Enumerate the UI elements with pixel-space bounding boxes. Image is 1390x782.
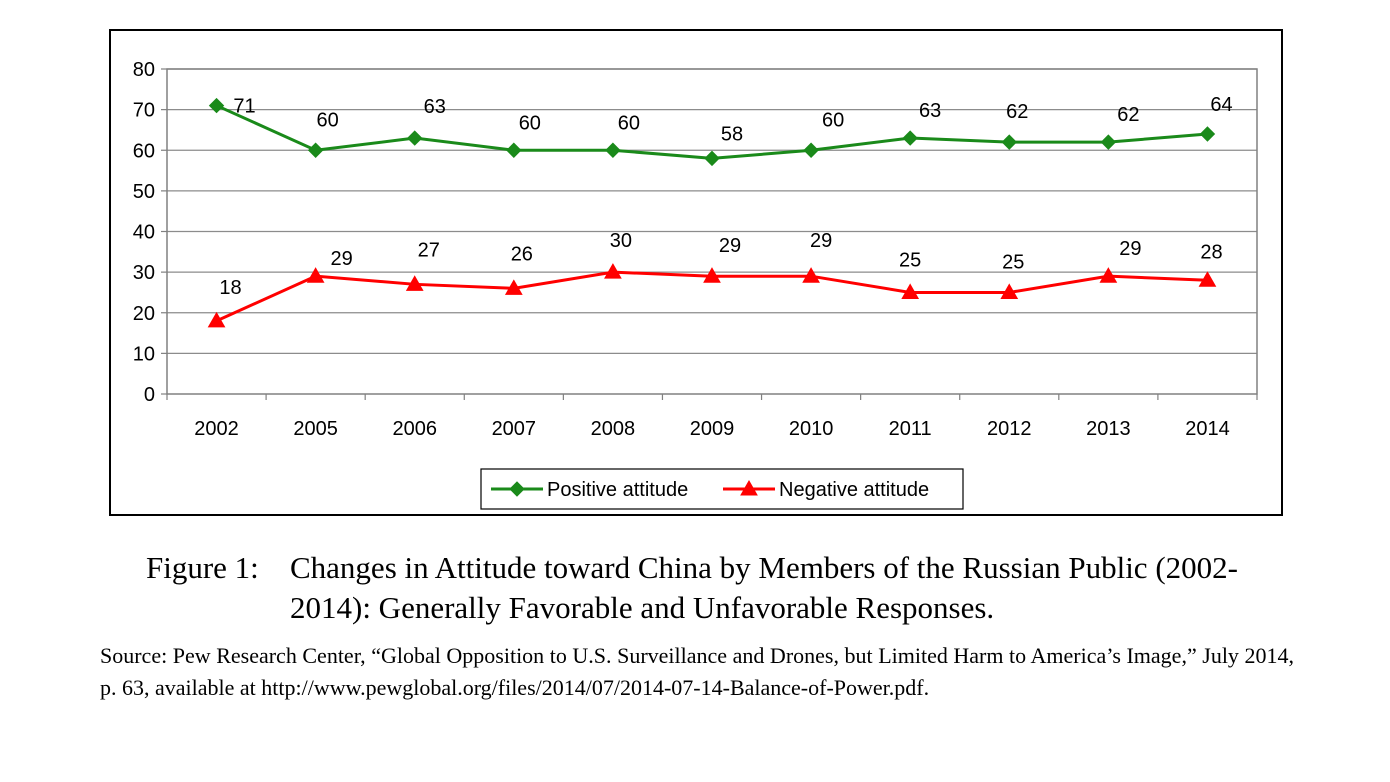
y-tick-label: 60 — [133, 140, 155, 162]
x-tick-label: 2008 — [591, 418, 636, 440]
data-label: 28 — [1200, 241, 1222, 263]
negative-data-point — [405, 275, 424, 291]
positive-data-point — [208, 97, 225, 114]
negative-data-point — [306, 267, 325, 283]
chart-frame: 0 10 20 30 40 50 60 70 80 2002 2005 2006 2007 2008 200… — [109, 29, 1283, 516]
data-label: 29 — [719, 235, 741, 257]
y-tick-label: 0 — [144, 384, 155, 406]
y-tick-label: 10 — [133, 343, 155, 365]
y-tick-label: 80 — [133, 59, 155, 81]
plot-area — [166, 68, 1258, 395]
positive-data-point — [1100, 134, 1117, 150]
data-label: 58 — [721, 123, 743, 145]
data-label: 29 — [331, 248, 353, 270]
positive-data-point — [704, 150, 720, 167]
positive-data-point — [1199, 126, 1216, 142]
x-tick-label: 2002 — [194, 418, 239, 440]
data-label: 26 — [511, 243, 533, 265]
source-note: Source: Pew Research Center, “Global Opp… — [100, 643, 1294, 700]
negative-data-point — [703, 267, 721, 283]
negative-data-point — [1099, 267, 1118, 283]
positive-data-point — [407, 130, 423, 146]
y-tick-label: 40 — [133, 222, 155, 244]
data-label: 63 — [919, 100, 941, 122]
x-tick-label: 2012 — [987, 418, 1032, 440]
data-label: 27 — [418, 239, 440, 261]
y-tick-label: 70 — [133, 100, 155, 122]
x-tick-label: 2011 — [889, 418, 932, 440]
x-tick-label: 2009 — [690, 418, 735, 440]
legend-positive-label: Positive attitude — [547, 479, 688, 501]
caption-label: Figure 1: — [146, 550, 259, 585]
data-label: 29 — [810, 230, 832, 252]
y-tick-label: 50 — [133, 181, 155, 203]
positive-data-point — [307, 142, 324, 158]
y-tick-label: 30 — [133, 262, 155, 284]
negative-data-point — [802, 267, 820, 283]
data-label: 64 — [1210, 94, 1232, 116]
x-tick-label: 2005 — [293, 418, 338, 440]
data-label: 29 — [1119, 238, 1141, 260]
x-tick-label: 2013 — [1086, 418, 1131, 440]
legend-positive-marker — [509, 481, 525, 497]
negative-data-point — [504, 279, 523, 295]
caption-text: Changes in Attitude toward China by Memb… — [290, 550, 1238, 625]
positive-data-point — [605, 142, 621, 158]
data-label: 62 — [1117, 104, 1139, 126]
positive-data-point — [803, 142, 819, 158]
legend-negative-marker — [740, 479, 758, 496]
x-tick-label: 2007 — [492, 418, 537, 440]
legend-negative-label: Negative attitude — [779, 479, 929, 501]
data-label: 25 — [899, 249, 921, 271]
data-label: 25 — [1002, 251, 1024, 273]
negative-data-point — [1000, 283, 1019, 299]
negative-data-point — [207, 311, 226, 328]
data-label: 60 — [317, 109, 339, 131]
data-label: 60 — [618, 112, 640, 134]
negative-data-point — [901, 283, 920, 299]
data-label: 62 — [1006, 101, 1028, 123]
data-label: 71 — [233, 96, 255, 118]
x-tick-label: 2014 — [1185, 418, 1230, 440]
line-chart: 0 10 20 30 40 50 60 70 80 2002 2005 2006 2007 2008 200… — [133, 59, 1258, 510]
data-label: 60 — [519, 112, 541, 134]
legend — [480, 468, 964, 510]
x-tick-label: 2010 — [789, 418, 834, 440]
data-label: 60 — [822, 109, 844, 131]
data-label: 30 — [610, 230, 632, 252]
positive-data-point — [1001, 134, 1017, 150]
x-tick-label: 2006 — [392, 418, 437, 440]
data-label: 18 — [219, 277, 241, 299]
negative-data-point — [604, 263, 622, 279]
positive-data-point — [506, 142, 522, 158]
y-tick-label: 20 — [133, 303, 155, 325]
positive-data-point — [902, 130, 918, 146]
data-label: 63 — [424, 96, 446, 118]
negative-data-point — [1198, 271, 1217, 287]
